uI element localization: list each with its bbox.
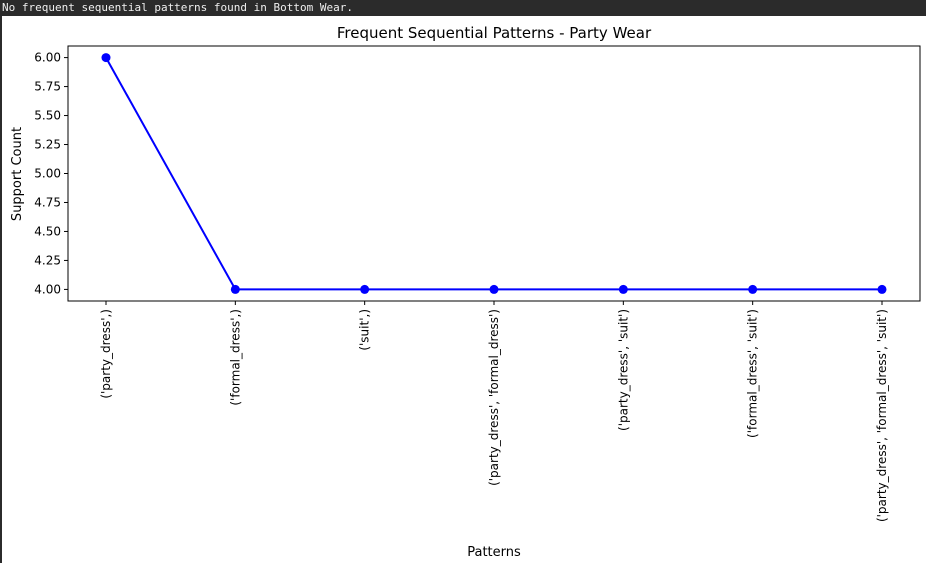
data-point — [360, 284, 370, 294]
console-output: No frequent sequential patterns found in… — [0, 0, 926, 16]
data-point — [877, 284, 887, 294]
x-axis-label: Patterns — [467, 545, 521, 560]
y-axis-label: Support Count — [10, 127, 25, 221]
y-tick-label: 5.50 — [34, 109, 61, 123]
data-point — [748, 284, 758, 294]
data-points — [101, 53, 887, 294]
x-tick-label: ('party_dress', 'formal_dress') — [487, 309, 501, 486]
series-line — [105, 57, 882, 291]
data-point — [230, 284, 240, 294]
y-tick-label: 4.25 — [34, 253, 61, 267]
y-tick-label: 4.75 — [34, 195, 61, 209]
x-tick-label: ('party_dress', 'formal_dress', 'suit') — [875, 309, 889, 522]
chart-title: Frequent Sequential Patterns - Party Wea… — [337, 24, 652, 42]
x-tick-label: ('formal_dress',) — [228, 309, 242, 406]
y-tick-label: 4.00 — [34, 282, 61, 296]
y-tick-label: 5.75 — [34, 80, 61, 94]
x-axis-ticks: ('party_dress',) ('formal_dress',) ('suit'… — [99, 301, 889, 522]
data-point — [101, 53, 111, 63]
y-tick-label: 5.00 — [34, 167, 61, 181]
x-tick-label: ('party_dress', 'suit') — [616, 309, 630, 431]
data-point — [489, 284, 499, 294]
y-tick-label: 5.25 — [34, 138, 61, 152]
x-tick-label: ('suit',) — [358, 309, 372, 351]
x-tick-label: ('party_dress',) — [99, 309, 113, 399]
data-point — [618, 284, 628, 294]
console-left-border — [0, 16, 2, 563]
x-tick-label: ('formal_dress', 'suit') — [746, 309, 760, 438]
y-axis-ticks: 4.00 4.25 4.50 4.75 5.00 5.25 5.50 5.75 6.00 — [34, 51, 68, 296]
y-tick-label: 6.00 — [34, 51, 61, 65]
y-tick-label: 4.50 — [34, 224, 61, 238]
plot-area-frame — [67, 45, 921, 302]
